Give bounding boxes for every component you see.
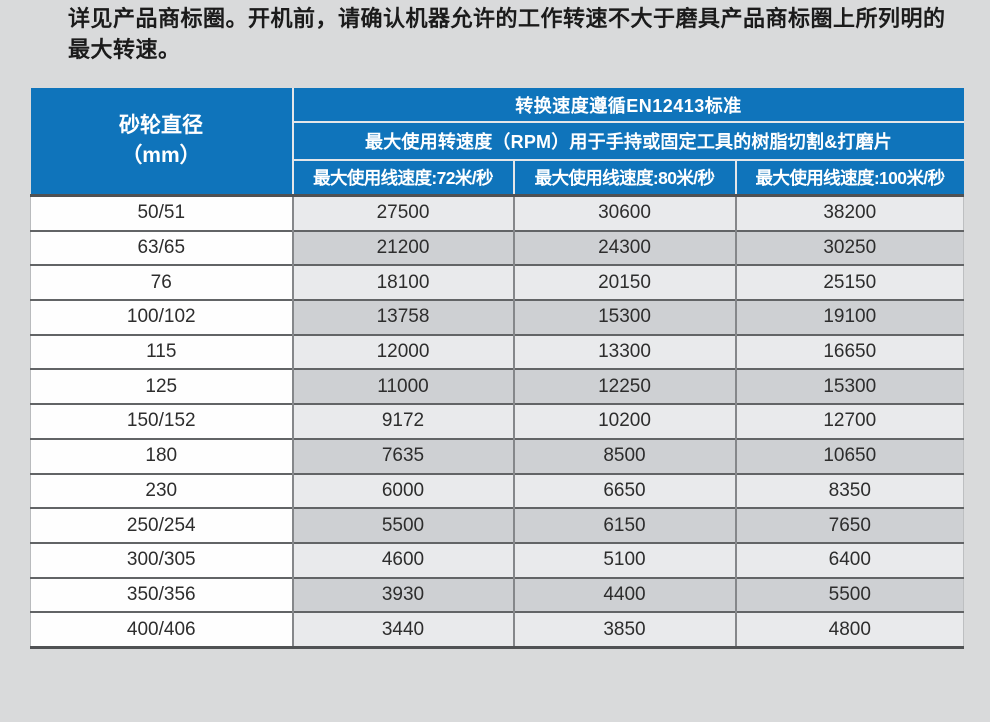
rpm-cell: 12250 [512,368,736,405]
rpm-cell: 9172 [291,403,514,439]
table-row: 115 12000 13300 16650 [30,333,965,370]
diameter-cell: 350/356 [30,576,293,613]
rpm-cell: 4400 [512,576,736,613]
rpm-cell: 7650 [734,507,965,543]
rpm-cell: 15300 [512,299,736,335]
table-row: 50/51 27500 30600 38200 [30,193,965,231]
rpm-cell: 3930 [291,576,514,613]
table-row: 150/152 9172 10200 12700 [30,403,965,439]
speed-header-100: 最大使用线速度:100米/秒 [734,159,964,196]
table-row: 400/406 3440 3850 4800 [30,611,965,649]
rpm-cell: 4600 [291,541,514,578]
rpm-cell: 6150 [512,507,736,543]
table-row: 125 11000 12250 15300 [30,368,965,405]
speed-header-80: 最大使用线速度:80米/秒 [512,159,737,196]
rpm-cell: 4800 [734,611,965,649]
rpm-cell: 8350 [734,472,965,509]
rpm-cell: 11000 [291,368,514,405]
intro-paragraph: 详见产品商标圈。开机前，请确认机器允许的工作转速不大于磨具产品商标圈上所列明的 … [68,3,968,65]
rpm-cell: 5500 [291,507,514,543]
rpm-cell: 30250 [734,229,965,266]
diameter-cell: 180 [30,437,293,474]
rpm-cell: 5100 [512,541,736,578]
rpm-cell: 12000 [291,333,514,370]
rpm-cell: 30600 [512,193,736,231]
rpm-cell: 15300 [734,368,965,405]
rpm-cell: 12700 [734,403,965,439]
diameter-cell: 50/51 [30,193,293,231]
table-row: 76 18100 20150 25150 [30,264,965,301]
rpm-cell: 3850 [512,611,736,649]
speed-header-72: 最大使用线速度:72米/秒 [291,159,515,196]
diameter-cell: 63/65 [30,229,293,266]
rpm-cell: 6650 [512,472,736,509]
table-header: 砂轮直径 （mm） 转换速度遵循EN12413标准 最大使用转速度（RPM）用于… [30,88,964,196]
intro-line-2: 最大转速。 [68,37,181,62]
rpm-cell: 6400 [734,541,965,578]
rpm-cell: 13300 [512,333,736,370]
rpm-cell: 5500 [734,576,965,613]
usage-header: 最大使用转速度（RPM）用于手持或固定工具的树脂切割&打磨片 [291,121,964,161]
rpm-cell: 6000 [291,472,514,509]
rpm-cell: 25150 [734,264,965,301]
rpm-cell: 24300 [512,229,736,266]
diameter-header: 砂轮直径 （mm） [30,88,294,196]
rpm-cell: 27500 [291,193,514,231]
rpm-cell: 21200 [291,229,514,266]
diameter-cell: 300/305 [30,541,293,578]
rpm-cell: 38200 [734,193,965,231]
diameter-cell: 100/102 [30,299,293,335]
diameter-cell: 76 [30,264,293,301]
rpm-cell: 16650 [734,333,965,370]
rpm-cell: 20150 [512,264,736,301]
table-row: 350/356 3930 4400 5500 [30,576,965,613]
diameter-header-line2: （mm） [121,144,201,167]
rpm-cell: 3440 [291,611,514,649]
rpm-cell: 7635 [291,437,514,474]
diameter-cell: 115 [30,333,293,370]
diameter-header-line1: 砂轮直径 [119,114,203,137]
table-row: 300/305 4600 5100 6400 [30,541,965,578]
rpm-cell: 10200 [512,403,736,439]
diameter-cell: 150/152 [30,403,293,439]
diameter-cell: 125 [30,368,293,405]
diameter-cell: 250/254 [30,507,293,543]
diameter-cell: 230 [30,472,293,509]
table-row: 180 7635 8500 10650 [30,437,965,474]
table-row: 63/65 21200 24300 30250 [30,229,965,266]
diameter-cell: 400/406 [30,611,293,649]
rpm-cell: 19100 [734,299,965,335]
rpm-cell: 10650 [734,437,965,474]
table-body: 50/51 27500 30600 38200 63/65 21200 24300 30250… [30,193,965,649]
rpm-cell: 18100 [291,264,514,301]
intro-line-1: 详见产品商标圈。开机前，请确认机器允许的工作转速不大于磨具产品商标圈上所列明的 [68,6,946,31]
rpm-cell: 13758 [291,299,514,335]
table-row: 250/254 5500 6150 7650 [30,507,965,543]
table-row: 230 6000 6650 8350 [30,472,965,509]
table-row: 100/102 13758 15300 19100 [30,299,965,335]
rpm-cell: 8500 [512,437,736,474]
speed-conversion-table: 砂轮直径 （mm） 转换速度遵循EN12413标准 最大使用转速度（RPM）用于… [30,88,965,649]
standard-header: 转换速度遵循EN12413标准 [291,88,964,123]
